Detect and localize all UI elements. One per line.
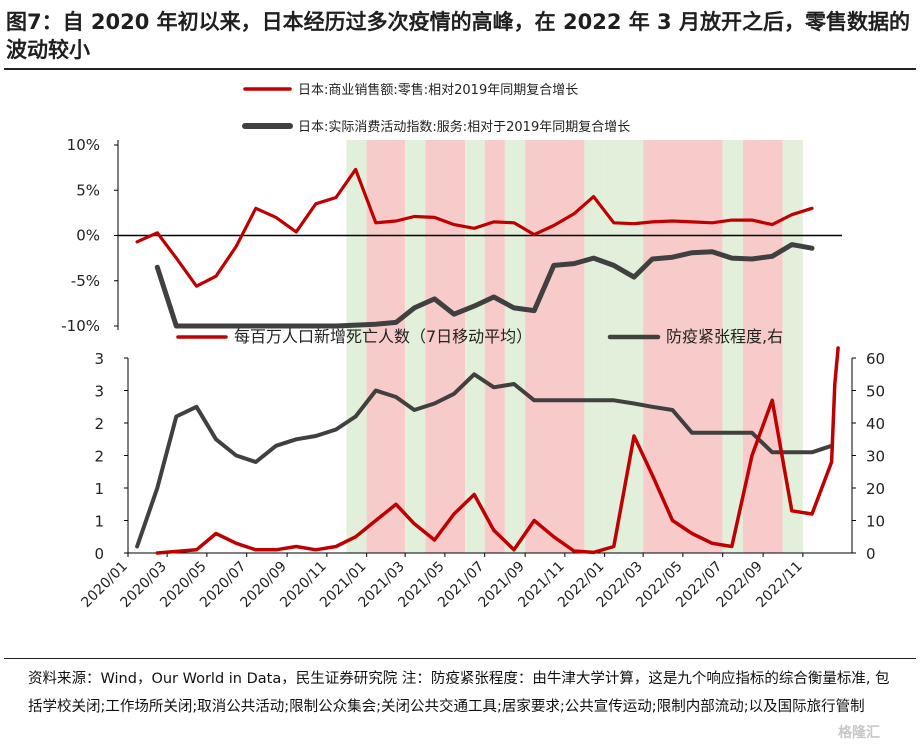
footnote: 资料来源：Wind，Our World in Data，民生证券研究院 注：防疫… <box>28 671 890 715</box>
top-y-tick-label: -10% <box>61 317 100 335</box>
top-y-tick-label: 5% <box>76 181 100 199</box>
series-line <box>155 346 840 555</box>
shaded-periods <box>346 140 803 553</box>
shaded-band <box>346 140 367 553</box>
chart-canvas: 10%5%0%-5%-10% 332211060504030201002020/… <box>61 82 885 611</box>
left-y-tick-label: 1 <box>94 480 104 498</box>
left-y-tick-label: 2 <box>94 415 104 433</box>
right-y-tick-label: 20 <box>866 480 885 498</box>
title-divider <box>4 68 916 70</box>
shaded-band <box>742 140 783 553</box>
right-y-tick-label: 60 <box>866 350 885 368</box>
series-line <box>154 242 815 329</box>
watermark-logo: 格隆汇 <box>838 725 880 741</box>
shaded-band <box>584 140 605 553</box>
shaded-band <box>484 140 505 553</box>
left-y-tick-label: 2 <box>94 448 104 466</box>
right-y-tick-label: 0 <box>866 545 876 563</box>
shaded-band <box>722 140 743 553</box>
series-line <box>135 167 814 288</box>
footnote-divider <box>4 658 916 659</box>
legend-label: 防疫紧张程度,右 <box>666 327 783 346</box>
shaded-band <box>465 140 485 553</box>
shaded-band <box>425 140 466 553</box>
left-y-tick-label: 1 <box>94 513 104 531</box>
shaded-band <box>405 140 426 553</box>
legend-label: 日本:实际消费活动指数:服务:相对于2019年同期复合增长 <box>298 119 630 135</box>
left-y-tick-label: 3 <box>94 350 104 368</box>
top-chart-axes: 10% 5% 0% -5% -10% <box>61 136 842 335</box>
right-y-tick-label: 30 <box>866 448 885 466</box>
right-y-tick-label: 50 <box>866 383 885 401</box>
bottom-chart-series <box>135 346 840 555</box>
top-chart-series <box>135 167 815 329</box>
figure-title: 图7：自 2020 年初以来，日本经历过多次疫情的高峰，在 2022 年 3 月… <box>6 10 910 62</box>
left-y-tick-label: 0 <box>94 545 104 563</box>
shaded-band <box>366 140 406 553</box>
shaded-band <box>643 140 723 553</box>
right-y-tick-label: 10 <box>866 513 885 531</box>
right-y-tick-label: 40 <box>866 415 885 433</box>
legend-label: 日本:商业销售额:零售:相对2019年同期复合增长 <box>298 82 578 98</box>
left-y-tick-label: 3 <box>94 383 104 401</box>
shaded-band <box>504 140 526 553</box>
top-y-tick-label: 10% <box>67 136 100 154</box>
top-y-tick-label: 0% <box>76 227 100 245</box>
shaded-band <box>525 140 585 553</box>
legend-label: 每百万人口新增死亡人数（7日移动平均） <box>234 327 532 346</box>
legends: 日本:商业销售额:零售:相对2019年同期复合增长日本:实际消费活动指数:服务:… <box>176 82 783 346</box>
series-line <box>135 372 834 549</box>
shaded-band <box>782 140 803 553</box>
top-y-tick-label: -5% <box>71 272 100 290</box>
